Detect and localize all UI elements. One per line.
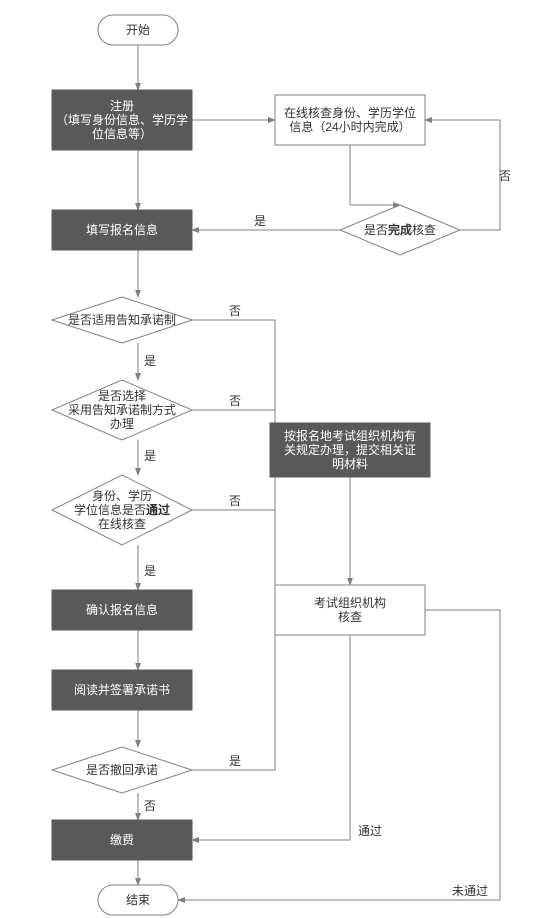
node-label: 确认报名信息 — [86, 602, 158, 617]
flow-edge — [192, 635, 350, 840]
edge-label: 未通过 — [452, 884, 488, 898]
node-org_chk: 考试组织机构核查 — [275, 585, 425, 635]
flow-edge — [192, 320, 275, 444]
edge-label: 是 — [144, 564, 156, 578]
node-end: 结束 — [98, 885, 178, 915]
node-label: 填写报名信息 — [86, 222, 158, 237]
flow-edge — [425, 120, 500, 230]
node-d_apply: 是否适用告知承诺制 — [52, 297, 192, 343]
node-d_choose: 是否选择采用告知承诺制方式办理 — [52, 380, 192, 440]
edge-label: 是 — [144, 449, 156, 463]
edge-label: 是 — [229, 754, 241, 768]
flowchart: 否是是否是否是否否是通过未通过开始注册（填写身份信息、学历学位信息等）在线核查身… — [0, 0, 533, 918]
node-confirm: 确认报名信息 — [52, 590, 192, 630]
edge-label: 否 — [229, 494, 241, 508]
node-pay: 缴费 — [52, 820, 192, 860]
node-label: 是否撤回承诺 — [86, 762, 158, 777]
node-label: 在线核查身份、学历学位信息（24小时内完成） — [284, 105, 416, 134]
node-label: 结束 — [126, 893, 150, 907]
node-submit_mat: 按报名地考试组织机构有关规定办理，提交相关证明材料 — [270, 423, 430, 477]
edge-label: 否 — [144, 799, 156, 813]
node-label: 是否适用告知承诺制 — [68, 313, 176, 327]
edge-label: 是 — [254, 214, 266, 228]
node-label: 是否选择采用告知承诺制方式办理 — [68, 389, 176, 431]
flow-edge — [178, 610, 500, 900]
node-label: 是否完成核查 — [364, 222, 436, 237]
node-start: 开始 — [98, 15, 178, 45]
node-label: 开始 — [126, 23, 150, 37]
edge-label: 否 — [229, 304, 241, 318]
flow-edge — [192, 410, 275, 450]
flow-edge — [192, 462, 275, 770]
node-label: 缴费 — [110, 832, 134, 847]
edge-label: 否 — [499, 169, 511, 183]
node-fill_info: 填写报名信息 — [52, 210, 192, 250]
node-online_chk: 在线核查身份、学历学位信息（24小时内完成） — [275, 95, 425, 145]
node-register: 注册（填写身份信息、学历学位信息等） — [52, 90, 192, 150]
node-label: 阅读并签署承诺书 — [74, 682, 170, 697]
node-sign: 阅读并签署承诺书 — [52, 670, 192, 710]
node-d_done: 是否完成核查 — [340, 205, 460, 255]
edge-label: 是 — [144, 354, 156, 368]
node-d_pass: 身份、学历学位信息是否通过在线核查 — [52, 475, 192, 545]
edge-label: 通过 — [358, 824, 382, 838]
edge-label: 否 — [229, 394, 241, 408]
node-d_withdraw: 是否撤回承诺 — [52, 747, 192, 793]
